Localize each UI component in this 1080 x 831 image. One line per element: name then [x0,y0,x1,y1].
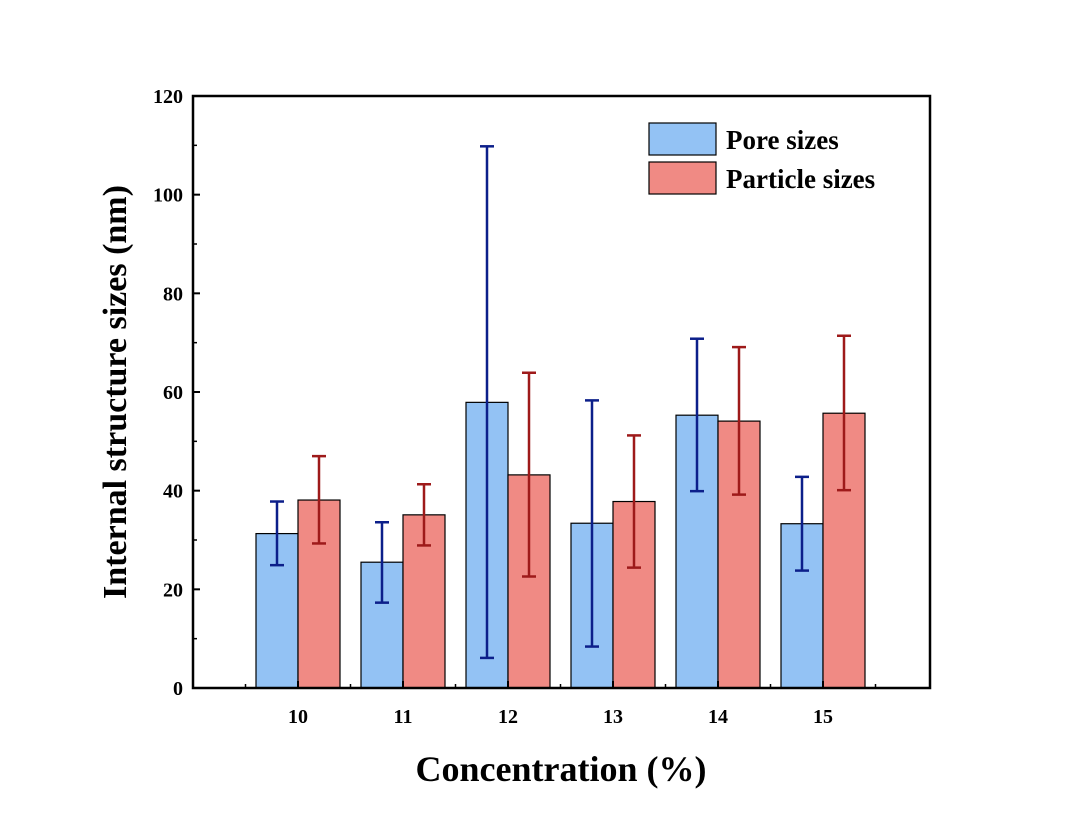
x-tick-label-11: 11 [394,706,413,728]
y-tick-label-100: 100 [153,185,183,207]
error-bar-pore-sizes-10 [270,500,284,567]
y-axis-title: Internal structure sizes (nm) [97,185,134,599]
x-tick-label-10: 10 [288,706,308,728]
error-bar-pore-sizes-13 [585,399,599,648]
legend-swatch-particle-sizes [648,161,717,195]
error-bar-pore-sizes-14 [690,337,704,493]
y-tick-label-80: 80 [163,283,183,305]
y-tick-label-20: 20 [163,579,183,601]
x-tick-label-13: 13 [603,706,623,728]
legend-swatch-pore-sizes [648,122,717,156]
x-tick-label-12: 12 [498,706,518,728]
error-bar-particle-sizes-13 [627,434,641,569]
legend-label-pore-sizes: Pore sizes [726,125,839,155]
error-bar-particle-sizes-12 [522,371,536,578]
y-tick-label-60: 60 [163,382,183,404]
error-bar-particle-sizes-10 [312,454,326,545]
error-bar-pore-sizes-15 [795,475,809,572]
error-bars-layer [270,145,851,660]
error-bar-particle-sizes-15 [837,334,851,492]
legend: Pore sizes Particle sizes [648,122,875,195]
x-tick-label-14: 14 [708,706,728,728]
y-tick-label-0: 0 [173,678,183,700]
y-tick-label-120: 120 [153,86,183,108]
x-axis-title: Concentration (%) [416,749,707,789]
axis-layer: 0 20 40 60 80 100 120 10 11 12 13 14 15 [153,86,877,728]
legend-label-particle-sizes: Particle sizes [726,164,875,194]
error-bar-pore-sizes-12 [480,145,494,660]
bars-layer [255,401,866,689]
error-bar-pore-sizes-11 [375,520,389,604]
y-tick-label-40: 40 [163,481,183,503]
error-bar-particle-sizes-14 [732,345,746,496]
error-bar-particle-sizes-11 [417,483,431,547]
x-tick-label-15: 15 [813,706,833,728]
